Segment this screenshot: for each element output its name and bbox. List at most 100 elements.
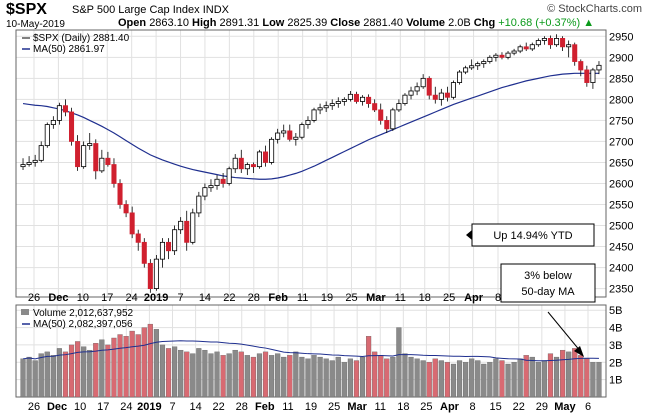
volume-bar bbox=[311, 355, 317, 398]
volume-bar bbox=[493, 358, 499, 398]
candle-body bbox=[463, 67, 469, 73]
candle-body bbox=[105, 157, 111, 165]
candle bbox=[56, 102, 62, 125]
candle bbox=[208, 179, 214, 192]
candle bbox=[26, 156, 32, 167]
candle bbox=[178, 217, 184, 234]
x-tick-label: 11 bbox=[297, 292, 308, 304]
candle bbox=[384, 116, 390, 134]
candle-body bbox=[560, 38, 566, 48]
candle bbox=[475, 61, 481, 70]
candle-body bbox=[269, 138, 275, 163]
candle-body bbox=[299, 124, 305, 138]
candle bbox=[226, 166, 232, 186]
volume-bar bbox=[353, 360, 360, 398]
x-tick-label: 29 bbox=[536, 401, 548, 413]
candle bbox=[335, 97, 341, 108]
candle-body bbox=[402, 94, 408, 104]
candle bbox=[293, 133, 299, 146]
candle-body bbox=[511, 50, 517, 54]
x-tick-label: Mar bbox=[366, 292, 386, 304]
open-value: 2863.10 bbox=[149, 17, 189, 29]
low-label: Low bbox=[262, 17, 285, 29]
volume-bar bbox=[505, 363, 511, 398]
candle bbox=[584, 65, 590, 87]
candle bbox=[275, 128, 281, 144]
chg-value: +10.68 (+0.37%) bbox=[498, 17, 581, 29]
x-tick-label: 28 bbox=[248, 292, 260, 304]
candle-body bbox=[566, 44, 572, 48]
price-tick-label: 2650 bbox=[609, 157, 633, 169]
chg-label: Chg bbox=[473, 17, 496, 29]
ma-annotation-line2: 50-day MA bbox=[521, 286, 575, 298]
volume-bar bbox=[165, 348, 172, 398]
candle bbox=[196, 191, 202, 218]
candle bbox=[202, 183, 208, 201]
volume-bar bbox=[390, 356, 396, 398]
x-axis-top: 26 Dec 10 17 24 2019 7 14 22 28 Feb 11 19 25 Mar 11 18 25… bbox=[28, 292, 501, 304]
candle-body bbox=[141, 241, 147, 264]
volume-bar bbox=[450, 363, 457, 398]
candle bbox=[566, 40, 572, 58]
x-tick-label: 25 bbox=[328, 401, 340, 413]
volume-tick-label: 1B bbox=[609, 375, 622, 387]
volume-bar bbox=[444, 362, 450, 398]
candle bbox=[220, 172, 226, 188]
volume-legend: Volume 2,012,637,952 bbox=[33, 308, 134, 319]
candle bbox=[463, 65, 469, 75]
volume-bar bbox=[99, 339, 105, 398]
volume-bar bbox=[329, 360, 335, 398]
volume-panel-frame bbox=[15, 304, 607, 398]
volume-bar bbox=[323, 358, 329, 398]
candle bbox=[578, 59, 584, 77]
candle bbox=[329, 99, 335, 110]
volume-bar bbox=[475, 360, 481, 398]
volume-bar bbox=[190, 353, 196, 398]
volume-bar bbox=[578, 355, 584, 398]
candle-body bbox=[38, 145, 44, 161]
x-tick-label: 25 bbox=[443, 292, 455, 304]
candle bbox=[147, 259, 153, 293]
volume-bar bbox=[262, 351, 269, 398]
candle-body bbox=[505, 52, 511, 58]
x-tick-label: 7 bbox=[169, 401, 175, 413]
volume-bar bbox=[196, 348, 202, 398]
candle-body bbox=[147, 262, 153, 289]
price-tick-label: 2800 bbox=[609, 94, 633, 106]
candle-body bbox=[87, 143, 93, 147]
volume-bar bbox=[129, 330, 135, 398]
volume-bar bbox=[426, 362, 432, 398]
candle bbox=[390, 107, 396, 131]
candle-body bbox=[596, 64, 602, 71]
price-tick-label: 2550 bbox=[609, 199, 633, 211]
candle-body bbox=[493, 54, 499, 58]
candle-body bbox=[184, 220, 190, 243]
candle-body bbox=[475, 63, 481, 67]
volume-bar bbox=[44, 351, 50, 398]
candle bbox=[572, 42, 578, 66]
candle bbox=[529, 42, 535, 52]
candle-body bbox=[481, 61, 487, 65]
watermark[interactable]: © StockCharts.com bbox=[547, 3, 642, 15]
volume-bar bbox=[396, 327, 402, 398]
candle bbox=[535, 38, 541, 47]
candle bbox=[457, 69, 463, 85]
volume-bar bbox=[463, 362, 469, 398]
x-tick-label: 26 bbox=[28, 292, 40, 304]
candle bbox=[493, 53, 499, 62]
symbol-title: $SPX bbox=[6, 1, 47, 18]
candle bbox=[366, 94, 372, 108]
x-tick-label: Apr bbox=[440, 401, 460, 413]
candle-body bbox=[44, 124, 50, 147]
candle-body bbox=[256, 151, 262, 168]
volume-bar bbox=[153, 329, 159, 398]
price-tick-label: 2400 bbox=[609, 263, 633, 275]
candle bbox=[20, 158, 26, 171]
volume-bar bbox=[378, 355, 384, 398]
candle-body bbox=[372, 103, 378, 111]
volume-bar bbox=[305, 358, 311, 398]
close-label: Close bbox=[330, 17, 361, 29]
candle bbox=[511, 48, 517, 56]
x-tick-label: Apr bbox=[464, 292, 484, 304]
candle bbox=[214, 175, 220, 190]
